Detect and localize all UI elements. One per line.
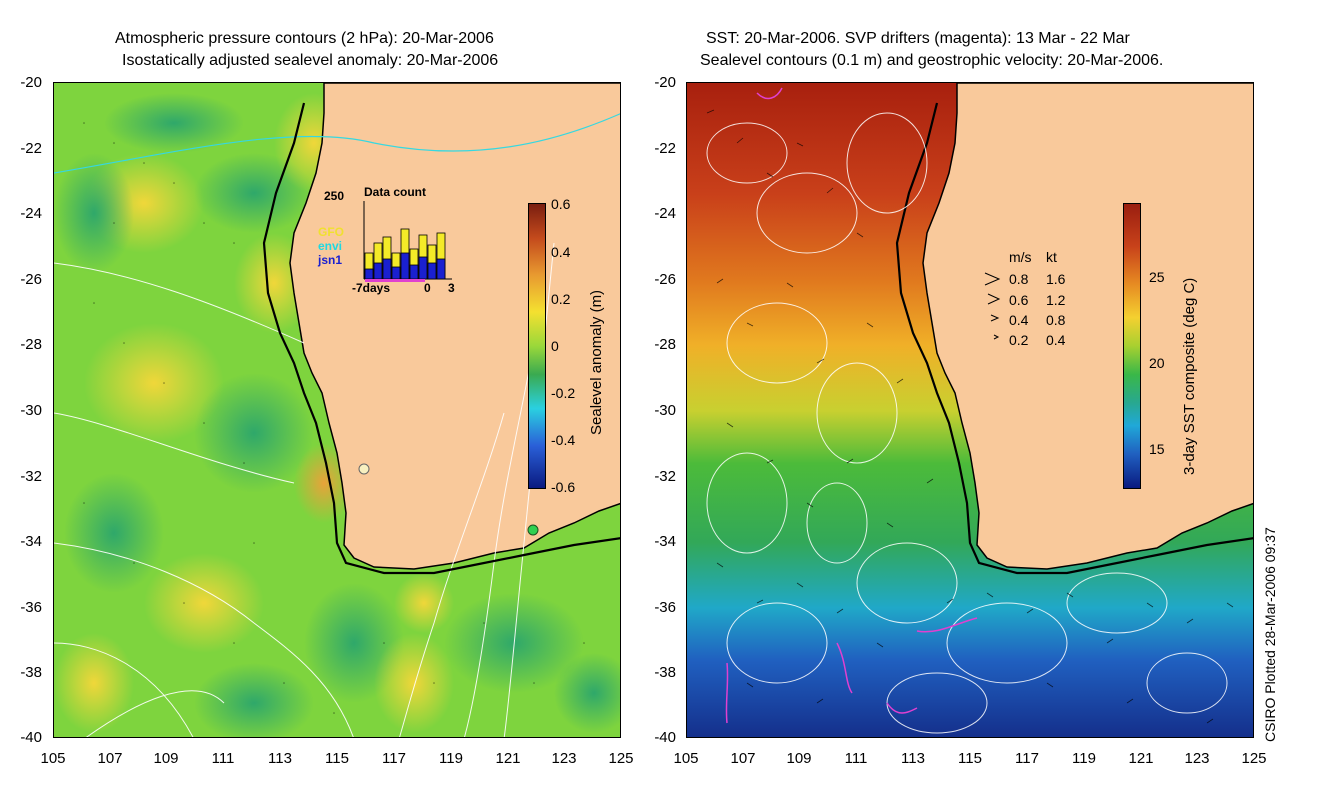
- sla-cb-tick-6: -0.6: [551, 479, 576, 495]
- left-xtick-1: 107: [97, 750, 123, 767]
- right-ytick-1: -22: [654, 140, 676, 157]
- velocity-legend-ms-0: 0.8: [1009, 271, 1029, 287]
- right-ytick-2: -24: [654, 205, 676, 222]
- left-xtick-0: 105: [40, 750, 66, 767]
- left-ytick-1: -22: [20, 140, 42, 157]
- right-ytick-3: -26: [654, 271, 676, 288]
- inset-bars: [363, 201, 452, 282]
- inset-xlabel-zero: 0: [424, 281, 431, 295]
- right-ytick-10: -40: [654, 729, 676, 746]
- sla-cb-tick-5: -0.4: [551, 432, 576, 448]
- velocity-legend-header-ms: m/s: [1009, 249, 1032, 265]
- right-title-line2: Sealevel contours (0.1 m) and geostrophi…: [700, 52, 1164, 69]
- right-xtick-6: 117: [1015, 750, 1039, 767]
- sst-colorbar-label: 3-day SST composite (deg C): [1181, 277, 1198, 475]
- sla-cb-tick-2: 0.2: [551, 291, 571, 307]
- right-xtick-1: 107: [730, 750, 756, 767]
- left-ytick-0: -20: [20, 74, 42, 91]
- left-ytick-7: -34: [20, 533, 42, 550]
- velocity-legend-ms-2: 0.4: [1009, 312, 1029, 328]
- sla-cb-tick-1: 0.4: [551, 244, 571, 260]
- velocity-legend-ms-3: 0.2: [1009, 332, 1029, 348]
- right-xtick-4: 113: [901, 750, 925, 767]
- sst-map-graphic: [687, 83, 1253, 737]
- svp-drifters: [725, 87, 978, 724]
- right-ytick-0: -20: [654, 74, 676, 91]
- right-ytick-5: -30: [654, 402, 676, 419]
- right-xtick-2: 109: [786, 750, 812, 767]
- land-australia-right: [922, 83, 1253, 570]
- velocity-legend-arrows: [984, 272, 1001, 340]
- sla-cb-tick-3: 0: [551, 338, 559, 354]
- right-xtick-5: 115: [958, 750, 982, 767]
- plot-credit: CSIRO Plotted 28-Mar-2006 09:37: [1262, 527, 1278, 742]
- sst-cb-tick-1: 20: [1149, 355, 1165, 371]
- left-xtick-3: 111: [211, 750, 235, 767]
- velocity-legend-kt-2: 0.8: [1046, 312, 1066, 328]
- sla-map-graphic: [54, 83, 620, 737]
- left-ytick-10: -40: [20, 729, 42, 746]
- left-ytick-3: -26: [20, 271, 42, 288]
- sealevel-contours: [706, 112, 1228, 734]
- velocity-legend-ms-1: 0.6: [1009, 292, 1029, 308]
- right-ytick-9: -38: [654, 664, 676, 681]
- left-map[interactable]: Data count 250 GFO envi jsn1 -7days 0 3: [53, 82, 621, 738]
- data-count-inset: Data count 250 GFO envi jsn1 -7days 0 3: [314, 183, 455, 295]
- left-xtick-6: 117: [382, 750, 406, 767]
- left-ytick-2: -24: [20, 205, 42, 222]
- inset-legend-envi: envi: [318, 239, 343, 253]
- left-ytick-9: -38: [20, 664, 42, 681]
- inset-ymax: 250: [324, 189, 345, 203]
- right-title-line1: SST: 20-Mar-2006. SVP drifters (magenta)…: [706, 30, 1130, 47]
- right-ytick-8: -36: [654, 599, 676, 616]
- inset-legend-gfo: GFO: [318, 225, 344, 239]
- right-ytick-6: -32: [654, 468, 676, 485]
- left-xtick-7: 119: [439, 750, 463, 767]
- right-xtick-7: 119: [1072, 750, 1096, 767]
- sst-cb-tick-2: 15: [1149, 441, 1165, 457]
- geostrophic-arrows: [706, 109, 1234, 724]
- left-ytick-6: -32: [20, 468, 42, 485]
- right-ytick-7: -34: [654, 533, 676, 550]
- left-xtick-5: 115: [325, 750, 349, 767]
- velocity-dots: [83, 122, 585, 714]
- right-xtick-9: 123: [1184, 750, 1210, 767]
- velocity-legend-kt-1: 1.2: [1046, 292, 1066, 308]
- left-xtick-9: 123: [551, 750, 577, 767]
- inset-title: Data count: [364, 185, 427, 199]
- sst-cb-tick-0: 25: [1149, 269, 1165, 285]
- velocity-legend-header-kt: kt: [1046, 249, 1057, 265]
- sst-colorbar: [1123, 203, 1141, 489]
- right-xtick-8: 121: [1128, 750, 1154, 767]
- sla-cb-tick-4: -0.2: [551, 385, 576, 401]
- right-xtick-0: 105: [673, 750, 699, 767]
- left-xtick-8: 121: [495, 750, 521, 767]
- velocity-legend-kt-3: 0.4: [1046, 332, 1066, 348]
- left-ytick-5: -30: [20, 402, 42, 419]
- left-xtick-4: 113: [268, 750, 292, 767]
- inset-xlabel-start: -7days: [352, 281, 391, 295]
- left-ytick-4: -28: [20, 336, 42, 353]
- sla-colorbar: [528, 203, 546, 489]
- right-xtick-3: 111: [844, 750, 868, 767]
- left-title-line1: Atmospheric pressure contours (2 hPa): 2…: [115, 30, 494, 47]
- sla-cb-tick-0: 0.6: [551, 196, 571, 212]
- inset-xlabel-end: 3: [448, 281, 455, 295]
- inset-legend-jsn1: jsn1: [318, 253, 343, 267]
- right-xtick-10: 125: [1241, 750, 1267, 767]
- left-ytick-8: -36: [20, 599, 42, 616]
- right-ytick-4: -28: [654, 336, 676, 353]
- right-map[interactable]: m/s kt 0.8 1.6 0.6 1.2 0.4 0.8 0.2 0.4 2…: [686, 82, 1254, 738]
- left-xtick-10: 125: [608, 750, 634, 767]
- left-xtick-2: 109: [153, 750, 179, 767]
- velocity-legend-kt-0: 1.6: [1046, 271, 1066, 287]
- left-title-line2: Isostatically adjusted sealevel anomaly:…: [122, 52, 499, 69]
- sla-colorbar-label: Sealevel anomaly (m): [588, 289, 605, 435]
